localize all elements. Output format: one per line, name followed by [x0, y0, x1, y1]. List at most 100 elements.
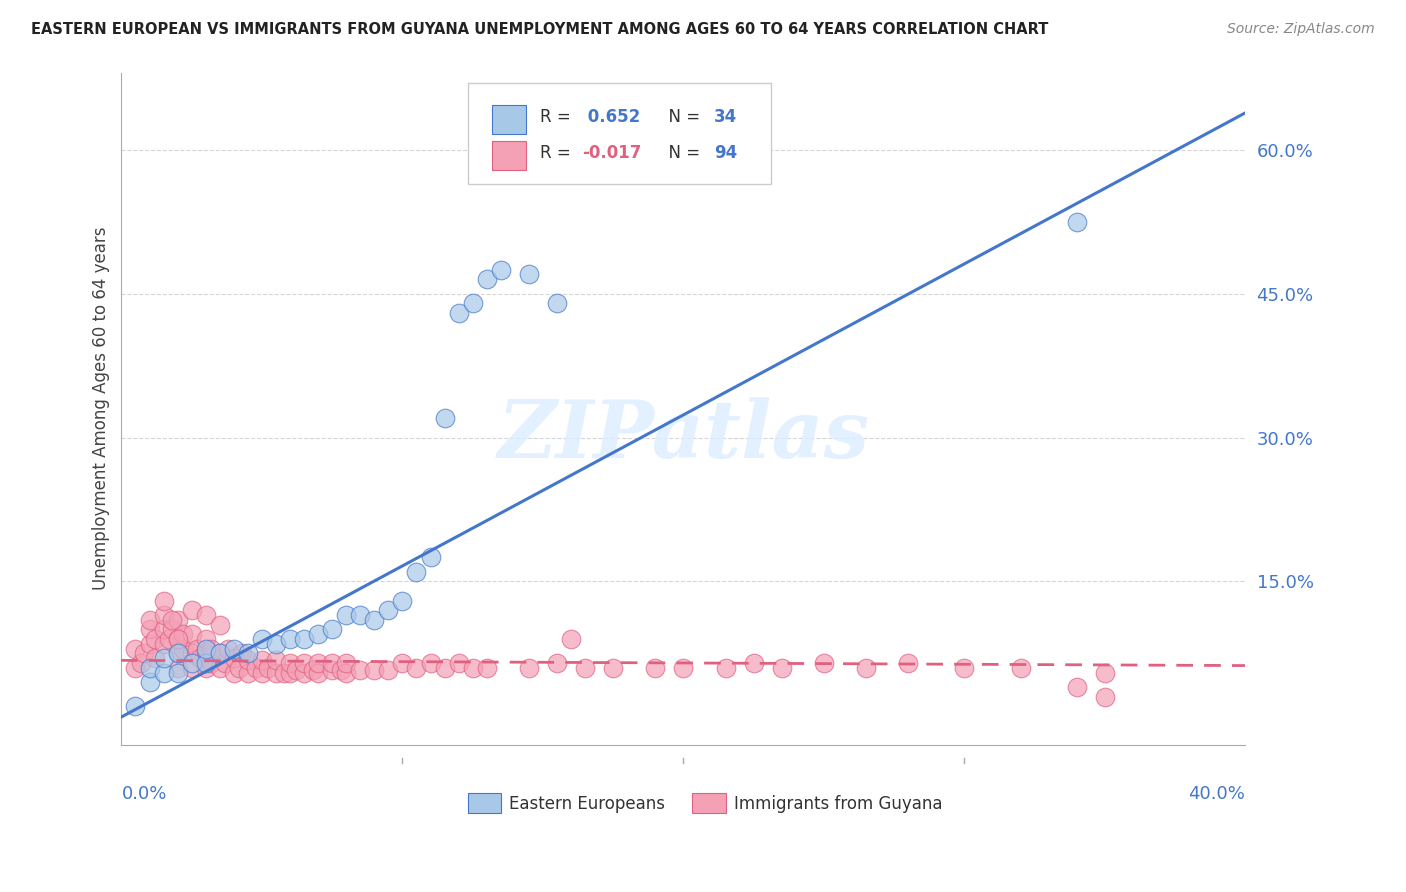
Point	[152, 665, 174, 680]
Point	[321, 656, 343, 670]
Point	[953, 661, 976, 675]
Point	[236, 665, 259, 680]
Point	[160, 623, 183, 637]
Point	[194, 656, 217, 670]
Point	[194, 661, 217, 675]
Point	[200, 656, 222, 670]
Point	[377, 663, 399, 677]
Point	[124, 641, 146, 656]
Point	[461, 296, 484, 310]
Point	[897, 656, 920, 670]
Point	[172, 641, 194, 656]
Point	[363, 663, 385, 677]
Point	[546, 296, 568, 310]
Point	[321, 623, 343, 637]
Point	[672, 661, 695, 675]
Point	[461, 661, 484, 675]
Point	[602, 661, 624, 675]
Point	[152, 623, 174, 637]
Point	[349, 607, 371, 622]
Point	[245, 661, 267, 675]
Text: 40.0%: 40.0%	[1188, 785, 1246, 803]
Point	[160, 613, 183, 627]
Point	[1094, 665, 1116, 680]
Point	[166, 646, 188, 660]
Point	[405, 565, 427, 579]
Point	[194, 632, 217, 646]
Point	[433, 411, 456, 425]
Point	[574, 661, 596, 675]
Point	[143, 651, 166, 665]
Point	[172, 627, 194, 641]
Text: 0.0%: 0.0%	[121, 785, 167, 803]
Point	[256, 661, 278, 675]
Point	[377, 603, 399, 617]
Point	[166, 632, 188, 646]
Point	[231, 646, 253, 660]
Point	[152, 637, 174, 651]
Text: N =: N =	[658, 145, 704, 162]
Text: Immigrants from Guyana: Immigrants from Guyana	[734, 795, 942, 813]
Point	[250, 665, 273, 680]
Point	[546, 656, 568, 670]
Point	[278, 665, 301, 680]
Point	[517, 661, 540, 675]
FancyBboxPatch shape	[492, 104, 526, 134]
Point	[813, 656, 835, 670]
Point	[284, 663, 307, 677]
Point	[447, 306, 470, 320]
Point	[222, 651, 245, 665]
Point	[329, 663, 352, 677]
Point	[138, 623, 160, 637]
Point	[180, 656, 202, 670]
Point	[391, 593, 413, 607]
Point	[770, 661, 793, 675]
Point	[273, 665, 295, 680]
Text: 0.652: 0.652	[582, 108, 641, 126]
Point	[644, 661, 666, 675]
Point	[186, 641, 208, 656]
Point	[363, 613, 385, 627]
Point	[292, 632, 315, 646]
Point	[335, 607, 357, 622]
Point	[166, 665, 188, 680]
Point	[307, 627, 329, 641]
Point	[292, 656, 315, 670]
Text: Eastern Europeans: Eastern Europeans	[509, 795, 665, 813]
Point	[335, 656, 357, 670]
Point	[321, 663, 343, 677]
Point	[152, 593, 174, 607]
Point	[208, 646, 231, 660]
Point	[475, 661, 498, 675]
Point	[138, 661, 160, 675]
Point	[194, 641, 217, 656]
Point	[264, 637, 287, 651]
Text: ZIPatlas: ZIPatlas	[498, 397, 869, 475]
Point	[714, 661, 737, 675]
Point	[335, 665, 357, 680]
Point	[208, 661, 231, 675]
FancyBboxPatch shape	[468, 793, 502, 813]
Point	[194, 646, 217, 660]
Point	[208, 617, 231, 632]
Point	[166, 661, 188, 675]
Point	[180, 627, 202, 641]
Point	[236, 646, 259, 660]
Point	[1066, 215, 1088, 229]
Point	[222, 641, 245, 656]
Point	[349, 663, 371, 677]
Point	[517, 268, 540, 282]
Text: -0.017: -0.017	[582, 145, 641, 162]
Point	[560, 632, 582, 646]
Text: N =: N =	[658, 108, 704, 126]
Point	[250, 653, 273, 667]
Point	[180, 661, 202, 675]
Point	[475, 272, 498, 286]
Point	[250, 632, 273, 646]
Point	[742, 656, 765, 670]
Point	[138, 637, 160, 651]
Point	[419, 656, 441, 670]
Point	[214, 656, 236, 670]
Point	[278, 632, 301, 646]
Text: 34: 34	[714, 108, 737, 126]
